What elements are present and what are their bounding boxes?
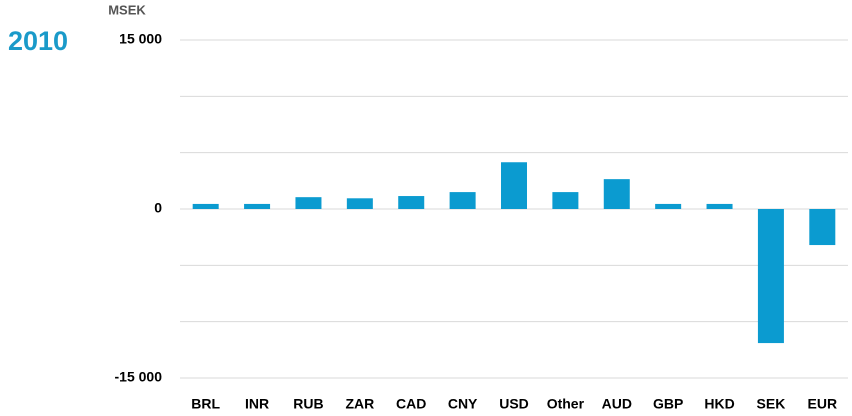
bar [449,192,476,209]
x-tick-label: GBP [653,396,683,412]
bar [295,197,322,209]
bar [192,203,219,209]
x-tick-label: ZAR [345,396,374,412]
y-tick-label: 15 000 [119,31,162,47]
bar [398,196,425,209]
bar [346,198,373,209]
x-tick-label: CNY [448,396,478,412]
x-tick-label: AUD [602,396,632,412]
x-tick-label: CAD [396,396,426,412]
bar [501,162,527,209]
bar [552,192,579,209]
x-tick-label: BRL [191,396,220,412]
bar [809,209,836,246]
bar [757,209,784,344]
bar [244,203,271,209]
bar [655,203,682,209]
y-tick-label: -15 000 [115,369,163,385]
x-tick-label: RUB [293,396,323,412]
x-tick-label: HKD [704,396,734,412]
x-tick-label: Other [547,396,585,412]
x-tick-label: USD [499,396,529,412]
x-tick-label: SEK [757,396,786,412]
chart-title: 2010 [8,26,68,56]
y-axis-label: MSEK [108,2,146,17]
x-tick-label: EUR [808,396,838,412]
bar [603,179,630,209]
y-tick-label: 0 [154,200,162,216]
bar [706,203,733,209]
x-tick-label: INR [245,396,269,412]
